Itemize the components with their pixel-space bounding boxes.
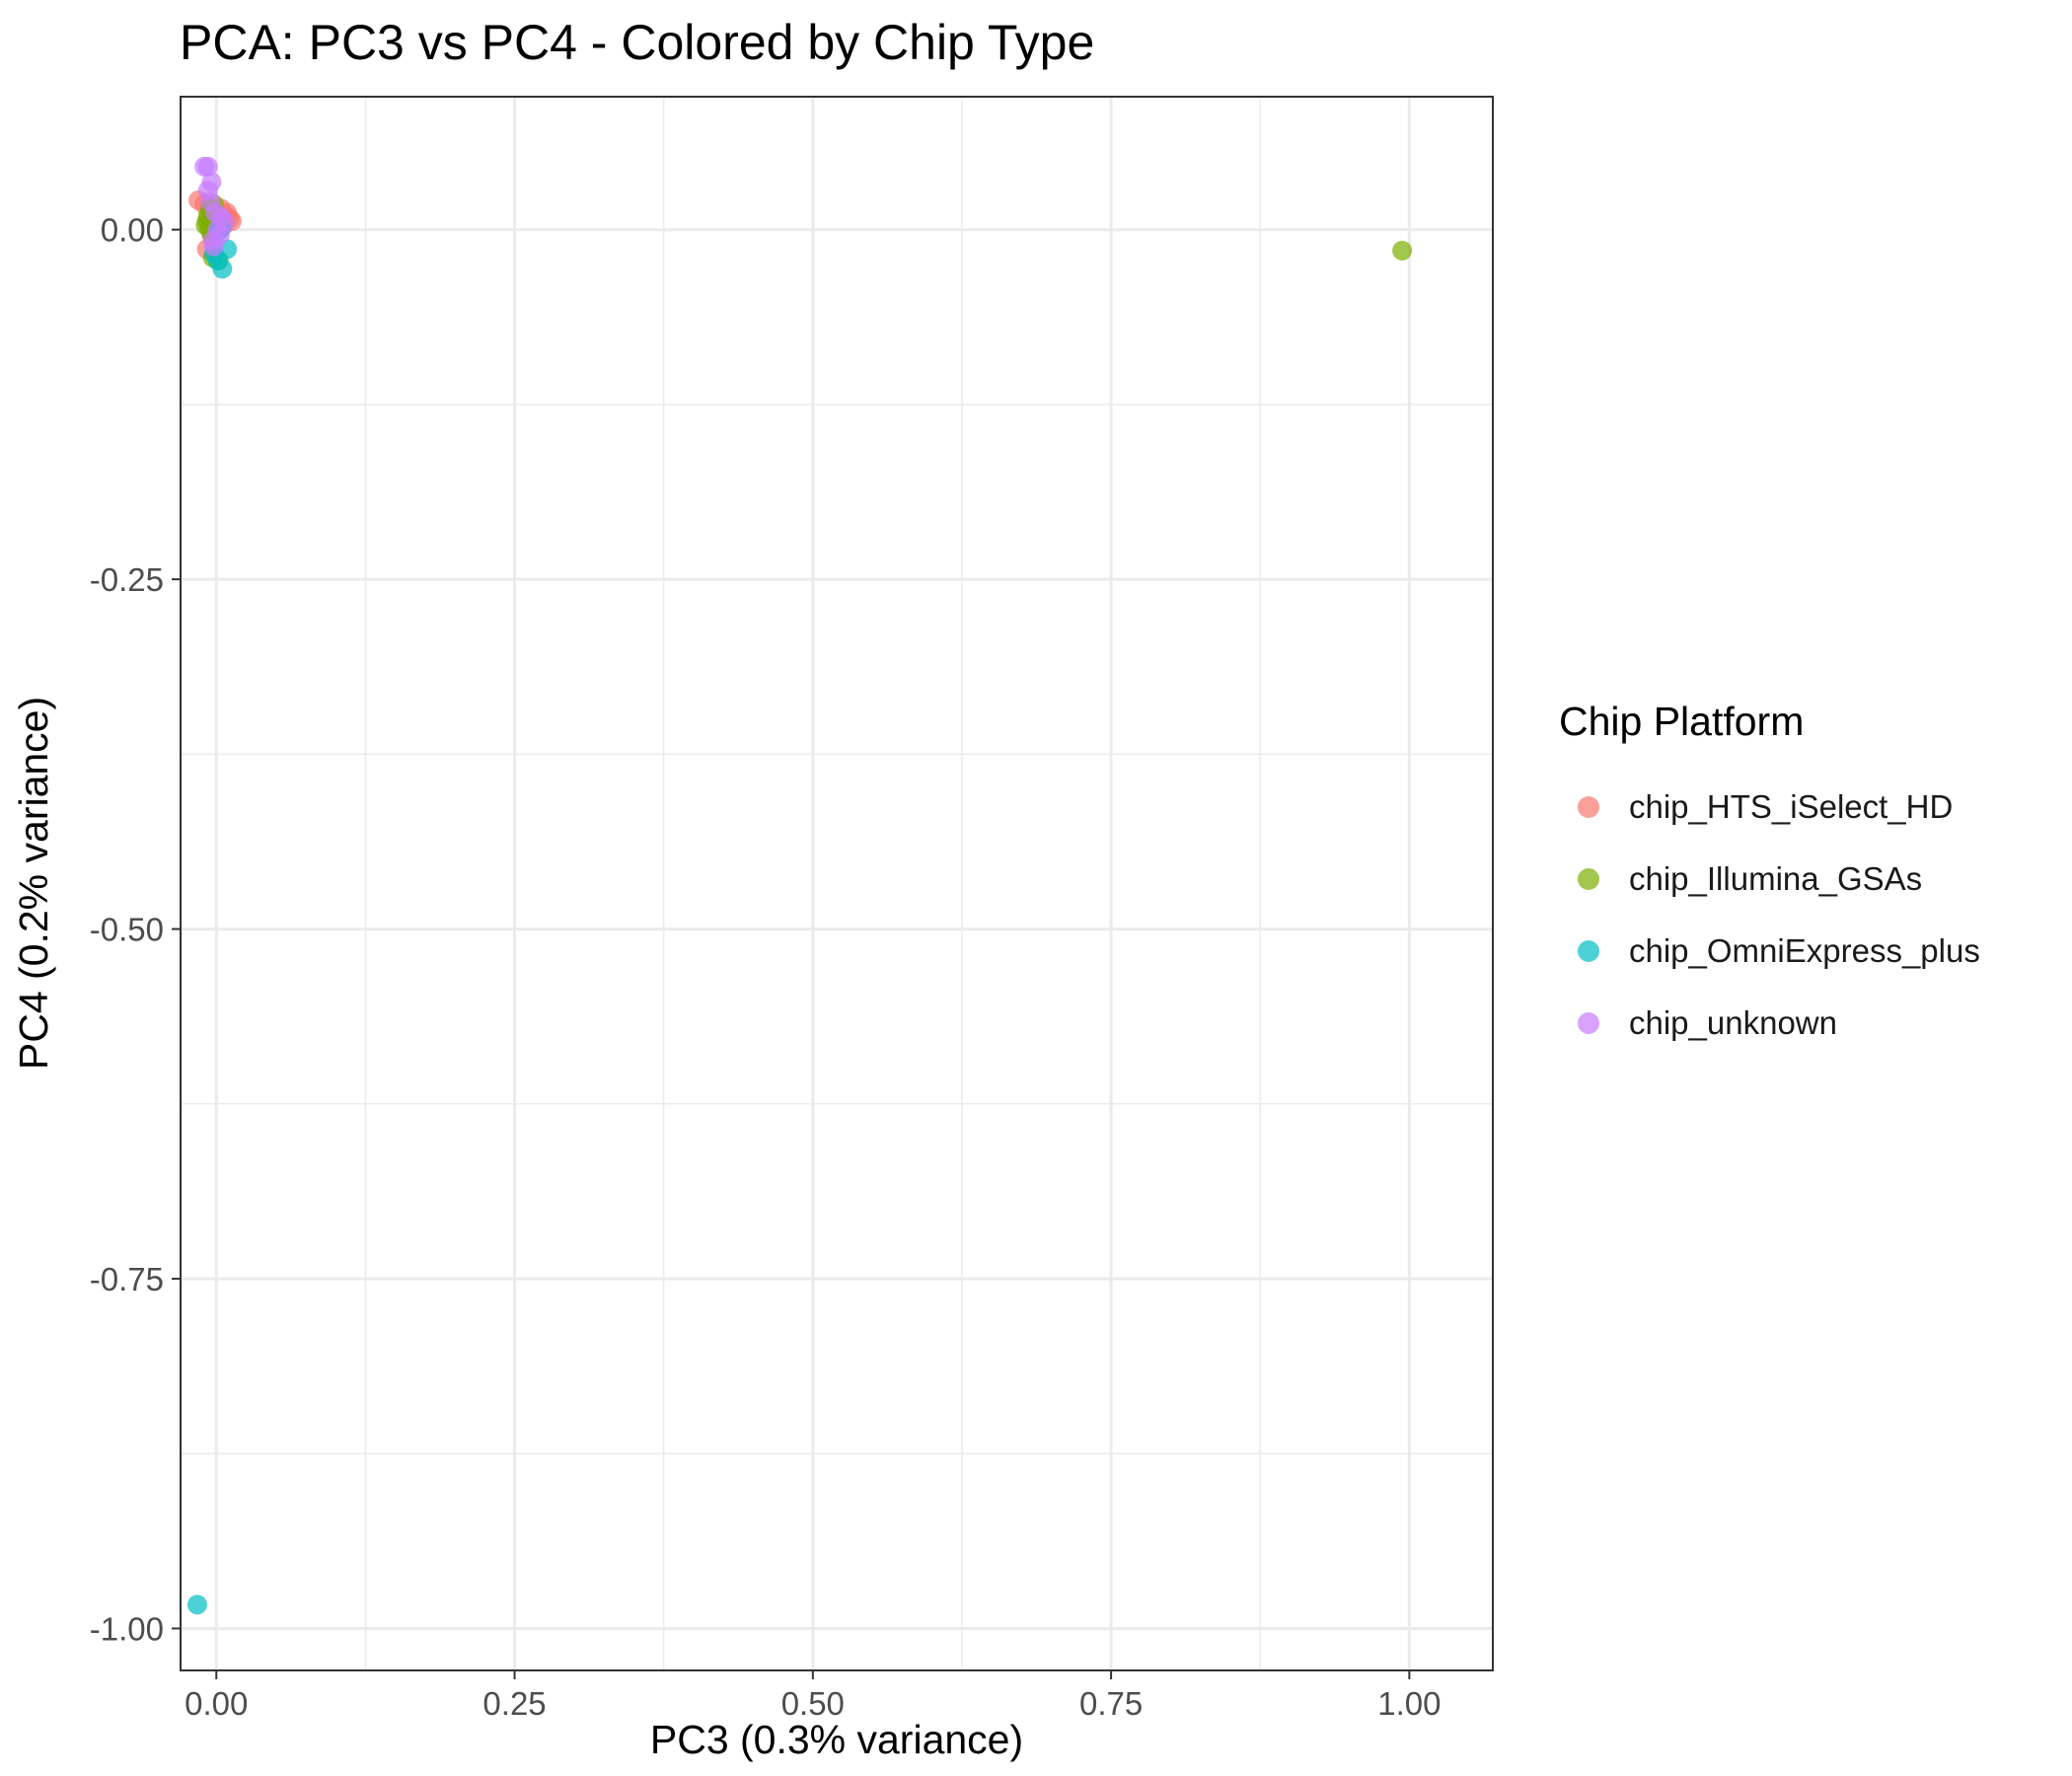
legend-item: chip_HTS_iSelect_HD [1559, 771, 1980, 843]
legend-title: Chip Platform [1559, 699, 1805, 744]
legend: Chip Platform chip_HTS_iSelect_HD chip_Il… [1559, 699, 1980, 1059]
points-layer [186, 156, 1413, 1615]
y-tick-label: -0.75 [90, 1261, 164, 1297]
y-tick-label: -1.00 [90, 1610, 164, 1647]
y-axis-label: PC4 (0.2% variance) [11, 697, 56, 1070]
legend-item: chip_Illumina_GSAs [1559, 843, 1980, 915]
y-tick-label: -0.25 [90, 561, 164, 598]
y-tick-label: -0.50 [90, 912, 164, 948]
legend-dot-icon [1577, 795, 1599, 818]
legend-swatch [1559, 994, 1617, 1052]
axis-layer: 0.00 0.25 0.50 0.75 1.00 0.00 -0.25 -0.50 -0.75 -… [90, 212, 1442, 1722]
legend-label: chip_OmniExpress_plus [1629, 931, 1980, 969]
legend-label: chip_HTS_iSelect_HD [1629, 787, 1954, 825]
x-tick-label: 1.00 [1377, 1685, 1441, 1722]
x-tick-label: 0.75 [1079, 1685, 1143, 1722]
legend-dot-icon [1577, 939, 1599, 962]
x-axis-label: PC3 (0.3% variance) [650, 1717, 1023, 1762]
x-tick-label: 0.00 [185, 1685, 248, 1722]
legend-swatch [1559, 850, 1617, 908]
data-point [186, 1594, 207, 1615]
legend-swatch [1559, 777, 1617, 836]
data-point [1392, 240, 1413, 260]
legend-item: chip_OmniExpress_plus [1559, 915, 1980, 987]
legend-swatch [1559, 922, 1617, 980]
legend-dot-icon [1577, 867, 1599, 890]
legend-item: chip_unknown [1559, 987, 1980, 1059]
legend-label: chip_unknown [1629, 1003, 1837, 1041]
panel-border [180, 96, 1494, 1671]
grid-layer [181, 97, 1493, 1670]
data-point [197, 156, 218, 177]
y-tick-label: 0.00 [101, 212, 164, 249]
legend-label: chip_Illumina_GSAs [1629, 859, 1923, 897]
x-tick-label: 0.50 [781, 1685, 845, 1722]
data-point [203, 236, 224, 257]
chart-title: PCA: PC3 vs PC4 - Colored by Chip Type [180, 15, 1095, 70]
legend-dot-icon [1577, 1011, 1599, 1034]
x-tick-label: 0.25 [482, 1685, 546, 1722]
